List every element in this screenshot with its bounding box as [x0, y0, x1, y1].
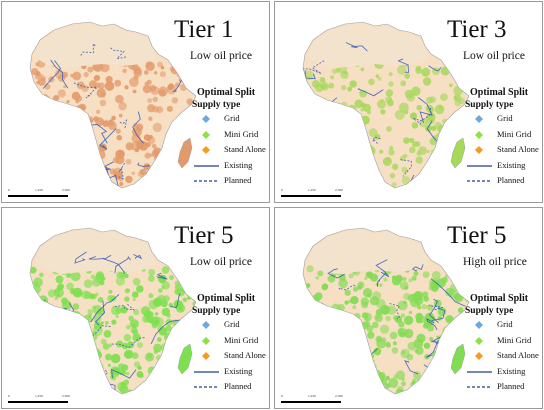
legend-subtitle: Supply type — [465, 306, 514, 316]
legend-item-label: Planned — [497, 175, 525, 185]
diamond-icon — [475, 352, 483, 360]
diamond-icon — [202, 130, 210, 139]
oil-price-label: Low oil price — [463, 50, 525, 62]
legend-item-label: Existing — [224, 365, 253, 376]
legend-item-label: Grid — [224, 319, 240, 329]
africa-map — [302, 227, 470, 395]
scale-tick-label: 1,250 — [35, 394, 43, 398]
dashed-line-icon — [194, 386, 219, 388]
scale-tick-label: 1,250 — [308, 188, 316, 192]
diamond-icon — [475, 146, 483, 154]
legend-item-label: Planned — [224, 175, 252, 185]
diamond-icon — [475, 336, 483, 345]
legend-item-label: Stand Alone — [224, 144, 266, 154]
legend-item-label: Grid — [497, 113, 513, 123]
legend-item-label: Stand Alone — [497, 144, 539, 154]
solid-line-icon — [194, 370, 219, 373]
legend-item-label: Grid — [497, 319, 513, 329]
map-panel-tier3-low: Tier 3 Low oil price Optimal Split Supply t… — [274, 1, 543, 203]
legend-subtitle: Supply type — [192, 306, 241, 316]
scale-bar: 0 1,250 2,500 — [8, 394, 70, 406]
legend-item-label: Grid — [224, 113, 240, 123]
solid-line-icon — [467, 370, 492, 373]
diamond-icon — [475, 115, 483, 123]
legend-title: Optimal Split — [197, 87, 256, 98]
scale-bar: 0 1,250 2,500 — [281, 394, 343, 406]
legend-item-label: Stand Alone — [224, 350, 266, 360]
madagascar — [450, 137, 466, 169]
scale-tick-label: 2,500 — [335, 394, 343, 398]
diamond-icon — [202, 352, 210, 360]
scale-tick-label: 2,500 — [62, 394, 70, 398]
sahara-region — [309, 24, 429, 68]
legend-item-label: Existing — [497, 159, 526, 170]
map-panel-tier1-low: Tier 1 Low oil price Optimal Split Supply t… — [1, 1, 270, 203]
solid-line-icon — [467, 164, 492, 167]
scale-tick-label: 1,250 — [35, 188, 43, 192]
scale-tick-label: 0 — [281, 394, 283, 398]
sahara-region — [309, 230, 429, 274]
tier-title: Tier 3 — [447, 16, 507, 43]
legend-item-label: Mini Grid — [224, 128, 259, 139]
africa-map — [29, 21, 197, 189]
scale-tick-label: 1,250 — [308, 394, 316, 398]
legend-item-label: Stand Alone — [497, 350, 539, 360]
madagascar — [177, 137, 193, 169]
legend-item-label: Mini Grid — [497, 334, 532, 345]
dashed-line-icon — [467, 386, 492, 388]
legend-subtitle: Supply type — [465, 100, 514, 110]
tier-title: Tier 1 — [174, 16, 234, 43]
solid-line-icon — [194, 164, 219, 167]
africa-map — [302, 21, 470, 189]
diamond-icon — [475, 130, 483, 139]
madagascar — [450, 343, 466, 375]
legend-title: Optimal Split — [470, 87, 529, 98]
legend-title: Optimal Split — [470, 293, 529, 304]
scale-bar: 0 1,250 2,500 — [281, 188, 343, 200]
legend-item-label: Mini Grid — [497, 128, 532, 139]
legend-item-label: Planned — [224, 381, 252, 391]
diamond-icon — [475, 321, 483, 329]
diamond-icon — [202, 146, 210, 154]
legend-item-label: Mini Grid — [224, 334, 259, 345]
sahara-region — [36, 230, 156, 274]
diamond-icon — [202, 115, 210, 123]
oil-price-label: High oil price — [463, 256, 527, 268]
tier-title: Tier 5 — [174, 222, 234, 249]
diamond-icon — [202, 336, 210, 345]
scale-tick-label: 0 — [281, 188, 283, 192]
legend-item-label: Existing — [497, 365, 526, 376]
scale-bar: 0 1,250 2,500 — [8, 188, 70, 200]
dashed-line-icon — [194, 180, 219, 182]
legend-subtitle: Supply type — [192, 100, 241, 110]
legend-item-label: Planned — [497, 381, 525, 391]
diamond-icon — [202, 321, 210, 329]
scale-tick-label: 0 — [8, 394, 10, 398]
scale-tick-label: 0 — [8, 188, 10, 192]
legend-title: Optimal Split — [197, 293, 256, 304]
dashed-line-icon — [467, 180, 492, 182]
map-panel-tier5-high: Tier 5 High oil price Optimal Split Supply … — [274, 207, 543, 409]
oil-price-label: Low oil price — [190, 50, 252, 62]
oil-price-label: Low oil price — [190, 256, 252, 268]
africa-map — [29, 227, 197, 395]
tier-title: Tier 5 — [447, 222, 507, 249]
map-panel-tier5-low: Tier 5 Low oil price Optimal Split Supply t… — [1, 207, 270, 409]
scale-tick-label: 2,500 — [62, 188, 70, 192]
legend-item-label: Existing — [224, 159, 253, 170]
scale-tick-label: 2,500 — [335, 188, 343, 192]
madagascar — [177, 343, 193, 375]
